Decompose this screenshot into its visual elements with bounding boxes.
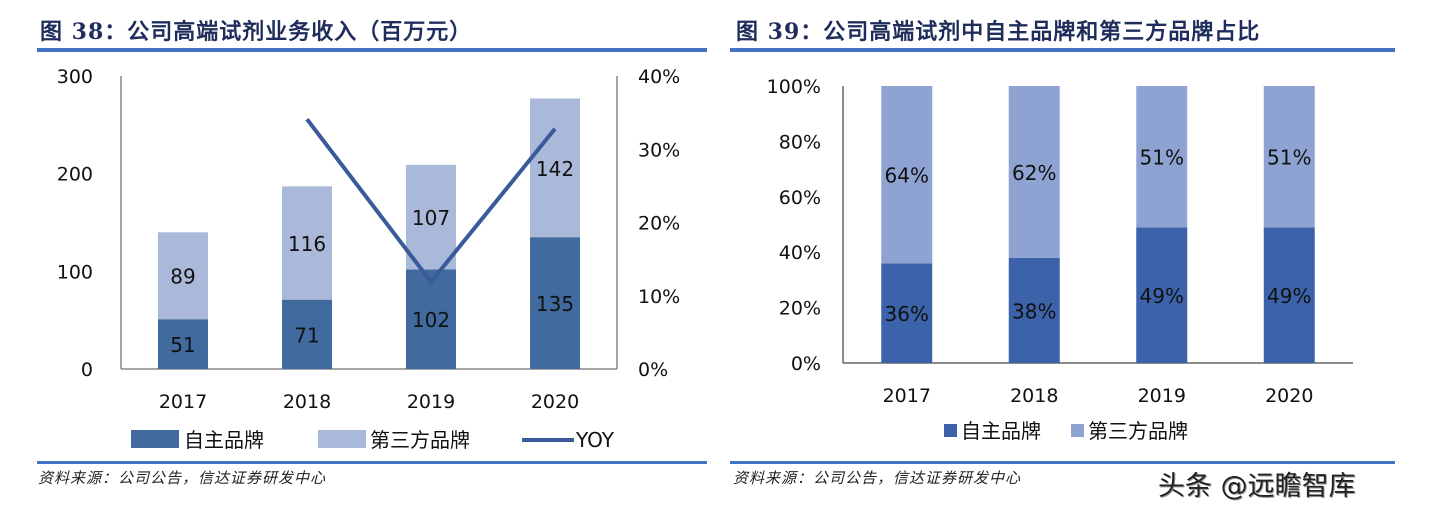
legend-swatch-own-brand (944, 424, 957, 437)
x-tick-label: 2020 (1265, 385, 1313, 407)
data-label-own-brand: 102 (412, 308, 450, 332)
y2-tick-label: 20% (638, 213, 680, 235)
bar-third-party (1136, 86, 1188, 228)
bar-own-brand (282, 299, 332, 369)
bar-own-brand (158, 319, 208, 369)
y-tick-label: 60% (779, 187, 821, 209)
x-tick-label: 2020 (531, 391, 579, 413)
legend-label-own-brand: 自主品牌 (961, 419, 1041, 443)
bar-own-brand (530, 237, 580, 369)
left-source-rule (37, 461, 707, 464)
x-tick-label: 2018 (1010, 385, 1058, 407)
x-tick-label: 2019 (1138, 385, 1186, 407)
data-label-third-party: 64% (885, 164, 929, 188)
bar-own-brand (406, 269, 456, 369)
right-chart: 0% 20% 40% 60% 80% 100% 2017 2018 2019 2020 36% 64%… (767, 76, 1353, 443)
y-tick-label: 40% (779, 242, 821, 264)
y2-tick-label: 30% (638, 139, 680, 161)
left-title-rule (37, 48, 707, 52)
data-label-own-brand: 49% (1140, 284, 1184, 308)
bar-own-brand (1008, 257, 1060, 363)
data-label-third-party: 107 (412, 206, 450, 230)
left-source-note: 资料来源：公司公告，信达证券研发中心 (38, 469, 327, 487)
bar-own-brand (1263, 227, 1315, 363)
data-label-third-party: 51% (1140, 146, 1184, 170)
y-tick-label: 100% (767, 76, 821, 98)
y2-tick-label: 40% (638, 66, 680, 88)
bar-third-party (1263, 86, 1315, 228)
data-label-own-brand: 51 (170, 333, 195, 357)
y-tick-label: 20% (779, 298, 821, 320)
y-tick-label: 0 (81, 359, 93, 381)
data-label-own-brand: 71 (294, 323, 319, 347)
legend-swatch-third-party (1071, 424, 1084, 437)
x-tick-label: 2017 (159, 391, 207, 413)
y2-tick-label: 0% (638, 359, 668, 381)
bar-third-party (1008, 86, 1060, 258)
data-label-third-party: 89 (170, 265, 195, 289)
left-figure-title: 图 38：公司高端试剂业务收入（百万元） (40, 19, 473, 45)
bar-third-party (881, 86, 933, 264)
right-title-rule (730, 48, 1395, 52)
bar-third-party (158, 232, 208, 320)
data-label-third-party: 51% (1267, 146, 1311, 170)
right-source-note: 资料来源：公司公告，信达证券研发中心 (733, 469, 1022, 487)
bar-third-party (406, 164, 456, 270)
right-figure-title: 图 39：公司高端试剂中自主品牌和第三方品牌占比 (736, 19, 1261, 45)
data-label-own-brand: 38% (1012, 299, 1056, 323)
legend-label-own-brand: 自主品牌 (184, 428, 264, 452)
watermark: 头条 @远瞻智库 (1158, 471, 1356, 502)
data-label-third-party: 142 (536, 157, 574, 181)
legend-swatch-third-party (318, 430, 366, 448)
data-label-third-party: 116 (288, 232, 326, 256)
data-label-third-party: 62% (1012, 161, 1056, 185)
right-source-rule (730, 461, 1395, 464)
bar-own-brand (881, 263, 933, 363)
legend-label-yoy: YOY (575, 428, 615, 452)
y-tick-label: 0% (791, 353, 821, 375)
bar-own-brand (1136, 227, 1188, 363)
data-label-own-brand: 36% (885, 302, 929, 326)
y-tick-label: 100 (57, 261, 93, 283)
bar-third-party (282, 186, 332, 300)
data-label-own-brand: 135 (536, 292, 574, 316)
y-tick-label: 300 (57, 66, 93, 88)
y2-tick-label: 10% (638, 286, 680, 308)
y-tick-label: 200 (57, 164, 93, 186)
left-chart: 0 100 200 300 0% 10% 20% 30% 40% 2017 2018 2019 2020… (57, 66, 681, 452)
legend-label-third-party: 第三方品牌 (1088, 419, 1188, 443)
data-label-own-brand: 49% (1267, 284, 1311, 308)
bar-third-party (530, 98, 580, 238)
x-tick-label: 2019 (407, 391, 455, 413)
legend-swatch-own-brand (131, 430, 179, 448)
x-tick-label: 2017 (883, 385, 931, 407)
legend-label-third-party: 第三方品牌 (370, 428, 470, 452)
y-tick-label: 80% (779, 131, 821, 153)
x-tick-label: 2018 (283, 391, 331, 413)
